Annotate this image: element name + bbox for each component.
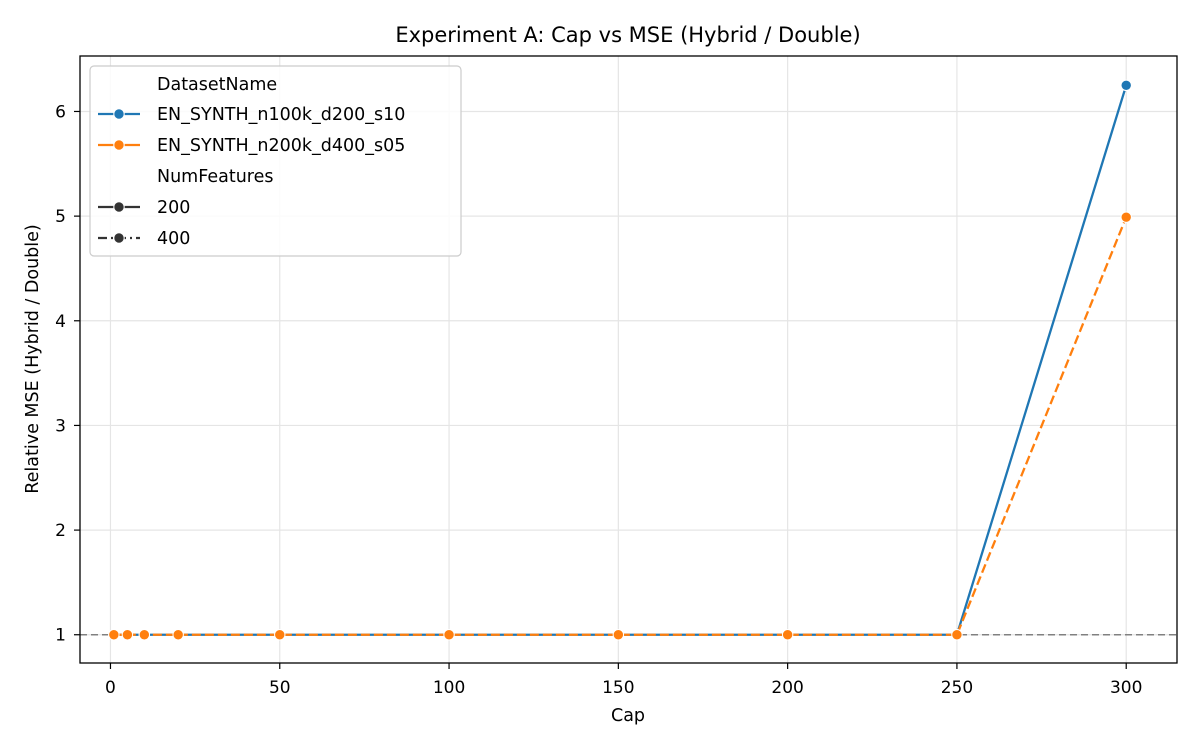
- x-tick-label: 200: [771, 678, 803, 698]
- data-point: [951, 629, 963, 641]
- x-tick-label: 300: [1110, 678, 1142, 698]
- data-point: [172, 629, 184, 641]
- data-point: [108, 629, 120, 641]
- legend-title-features: NumFeatures: [157, 167, 273, 187]
- legend-box: [89, 65, 462, 257]
- x-tick-label: 0: [105, 678, 116, 698]
- legend: DatasetName EN_SYNTH_n100k_d200_s10 EN_SYN…: [89, 65, 462, 257]
- x-tick-label: 50: [269, 678, 291, 698]
- legend-entry-style: 200: [157, 198, 190, 218]
- x-axis-label: Cap: [611, 706, 645, 726]
- axes: 0 50 100 150 200 250 300 1 2 3 4 5 6: [55, 55, 1178, 698]
- data-point: [781, 629, 794, 641]
- x-tick-label: 150: [602, 678, 634, 698]
- legend-marker: [113, 108, 125, 120]
- y-tick-label: 5: [55, 207, 66, 227]
- data-point: [121, 629, 134, 641]
- legend-title-dataset: DatasetName: [157, 75, 277, 95]
- y-tick-label: 1: [55, 626, 66, 646]
- y-tick-label: 6: [55, 102, 66, 122]
- data-point: [1120, 211, 1132, 223]
- data-point: [612, 629, 625, 641]
- series-line-2: [113, 216, 1128, 636]
- legend-entry-series: EN_SYNTH_n100k_d200_s10: [157, 105, 405, 125]
- chart-title: Experiment A: Cap vs MSE (Hybrid / Doubl…: [395, 23, 860, 47]
- data-point: [274, 629, 286, 641]
- series-lines: [108, 79, 1132, 641]
- legend-marker: [113, 139, 125, 151]
- x-tick-label: 100: [433, 678, 465, 698]
- y-tick-label: 3: [55, 416, 66, 436]
- legend-style-marker: [113, 201, 125, 213]
- legend-entry-style: 400: [157, 229, 190, 249]
- x-tick-label: 250: [941, 678, 973, 698]
- legend-entry-series: EN_SYNTH_n200k_d400_s05: [157, 136, 405, 156]
- legend-style-marker: [113, 232, 125, 244]
- data-point: [443, 629, 455, 641]
- y-tick-label: 2: [55, 521, 66, 541]
- y-axis-label: Relative MSE (Hybrid / Double): [23, 224, 43, 493]
- y-tick-label: 4: [55, 312, 66, 332]
- plot-frame: [79, 55, 1178, 664]
- data-point: [1120, 79, 1132, 92]
- data-point: [138, 629, 151, 641]
